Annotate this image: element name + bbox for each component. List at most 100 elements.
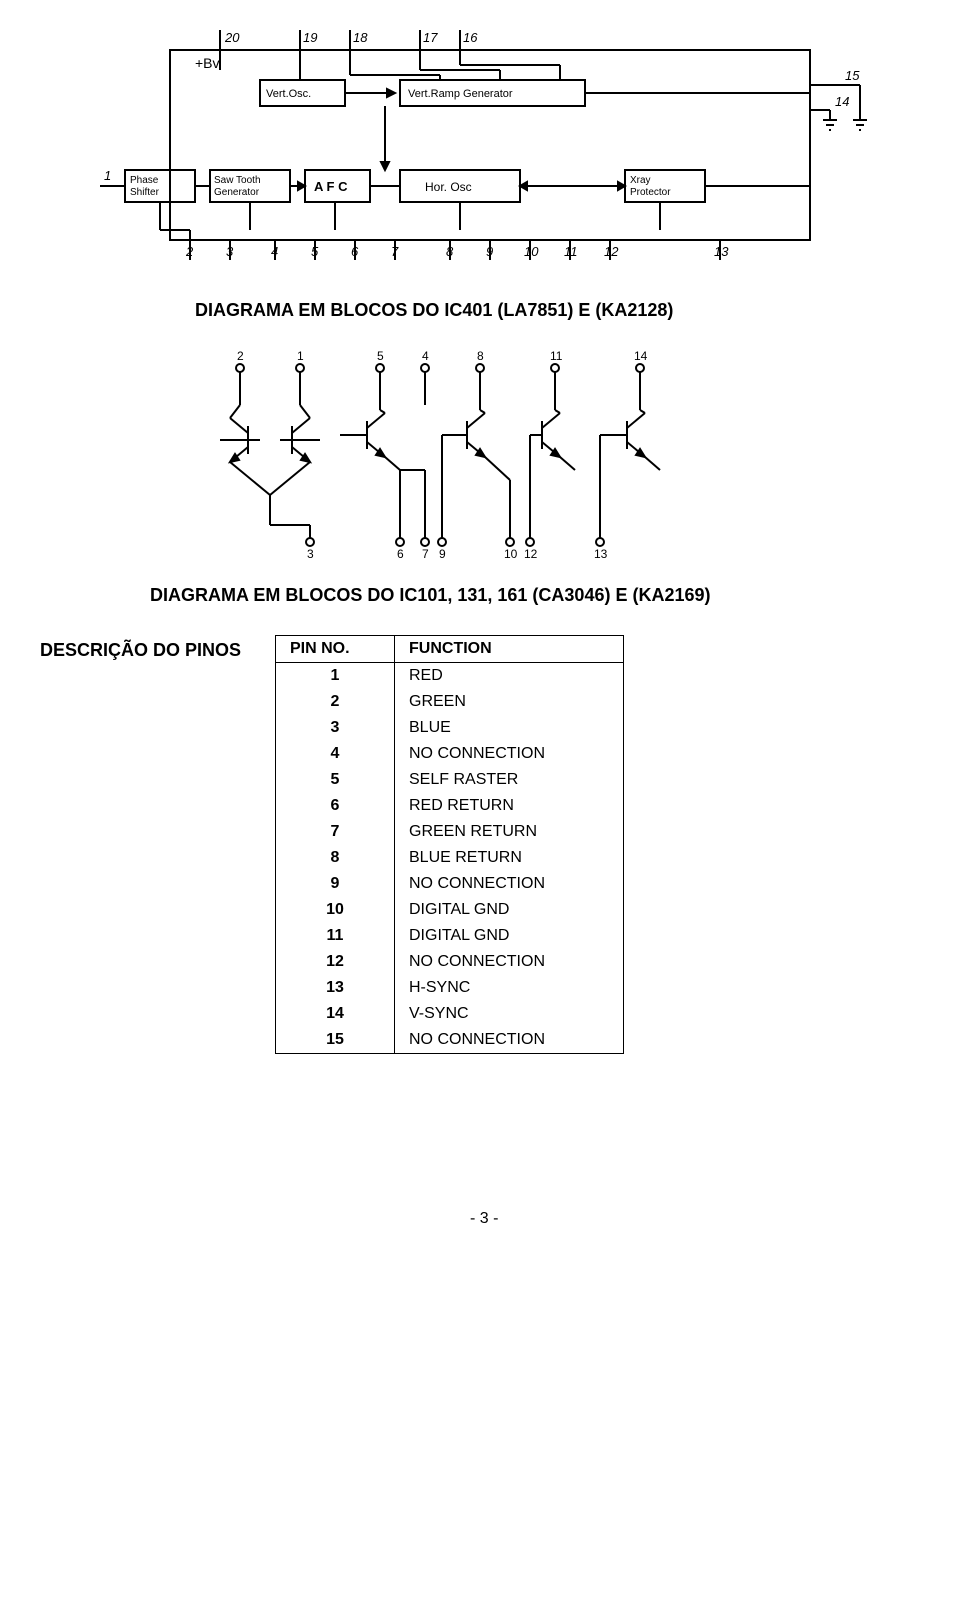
svg-text:+Bv: +Bv (195, 55, 220, 71)
svg-text:18: 18 (353, 30, 368, 45)
pin-number-cell: 7 (276, 819, 395, 845)
table-row: 4NO CONNECTION (276, 741, 624, 767)
pin-function-cell: NO CONNECTION (395, 871, 624, 897)
section-label-pinos: DESCRIÇÃO DO PINOS (40, 640, 241, 661)
table-row: 5SELF RASTER (276, 767, 624, 793)
svg-text:4: 4 (271, 244, 278, 259)
svg-text:14: 14 (835, 94, 849, 109)
svg-text:3: 3 (226, 244, 234, 259)
svg-text:1: 1 (297, 350, 304, 363)
svg-text:A F C: A F C (314, 179, 348, 194)
svg-text:5: 5 (377, 350, 384, 363)
pin-number-cell: 3 (276, 715, 395, 741)
svg-text:10: 10 (504, 547, 518, 560)
table-row: 10DIGITAL GND (276, 897, 624, 923)
pin-description-table: PIN NO. FUNCTION 1RED2GREEN3BLUE4NO CONN… (275, 635, 624, 1054)
svg-text:12: 12 (604, 244, 619, 259)
page: 20 19 18 17 16 15 14 +Bv Vert.Osc. Vert.… (0, 0, 972, 1601)
table-row: 8BLUE RETURN (276, 845, 624, 871)
svg-text:8: 8 (477, 350, 484, 363)
table-row: 14V-SYNC (276, 1001, 624, 1027)
svg-text:Protector: Protector (630, 187, 671, 198)
svg-text:3: 3 (307, 547, 314, 560)
pin-function-cell: NO CONNECTION (395, 741, 624, 767)
table-row: 1RED (276, 663, 624, 690)
table-row: 3BLUE (276, 715, 624, 741)
svg-text:4: 4 (422, 350, 429, 363)
svg-text:Vert.Osc.: Vert.Osc. (266, 88, 311, 100)
pin-number-cell: 9 (276, 871, 395, 897)
svg-text:Hor. Osc: Hor. Osc (425, 180, 472, 194)
svg-text:20: 20 (224, 30, 240, 45)
svg-text:7: 7 (391, 244, 399, 259)
pin-number-cell: 4 (276, 741, 395, 767)
svg-text:Vert.Ramp Generator: Vert.Ramp Generator (408, 88, 513, 100)
svg-text:11: 11 (564, 244, 578, 259)
svg-text:19: 19 (303, 30, 317, 45)
svg-text:10: 10 (524, 244, 539, 259)
svg-text:Phase: Phase (130, 175, 159, 186)
table-row: 9NO CONNECTION (276, 871, 624, 897)
svg-text:12: 12 (524, 547, 538, 560)
svg-text:15: 15 (845, 68, 860, 83)
pin-number-cell: 15 (276, 1027, 395, 1054)
svg-text:16: 16 (463, 30, 478, 45)
caption-diagram1: DIAGRAMA EM BLOCOS DO IC401 (LA7851) E (… (195, 300, 673, 321)
svg-text:9: 9 (486, 244, 493, 259)
svg-text:13: 13 (714, 244, 729, 259)
svg-text:17: 17 (423, 30, 438, 45)
table-header-pinno: PIN NO. (276, 636, 395, 663)
pin-number-cell: 11 (276, 923, 395, 949)
table-row: 6RED RETURN (276, 793, 624, 819)
pin-function-cell: DIGITAL GND (395, 923, 624, 949)
table-row: 7GREEN RETURN (276, 819, 624, 845)
svg-text:2: 2 (185, 244, 194, 259)
pin-function-cell: H-SYNC (395, 975, 624, 1001)
svg-text:8: 8 (446, 244, 454, 259)
pin-function-cell: NO CONNECTION (395, 1027, 624, 1054)
table-row: 12NO CONNECTION (276, 949, 624, 975)
svg-text:7: 7 (422, 547, 429, 560)
caption-diagram2: DIAGRAMA EM BLOCOS DO IC101, 131, 161 (C… (150, 585, 711, 606)
pin-number-cell: 12 (276, 949, 395, 975)
pin-function-cell: DIGITAL GND (395, 897, 624, 923)
pin-function-cell: RED (395, 663, 624, 690)
pin-number-cell: 13 (276, 975, 395, 1001)
svg-text:Shifter: Shifter (130, 187, 160, 198)
pin-function-cell: RED RETURN (395, 793, 624, 819)
pin-function-cell: BLUE RETURN (395, 845, 624, 871)
pin-number-cell: 8 (276, 845, 395, 871)
pin-function-cell: V-SYNC (395, 1001, 624, 1027)
svg-text:11: 11 (550, 350, 563, 363)
diagram-ic101: 2 1 3 5 (210, 350, 670, 560)
pin-number-cell: 10 (276, 897, 395, 923)
pin-function-cell: BLUE (395, 715, 624, 741)
svg-text:14: 14 (634, 350, 648, 363)
pin-number-cell: 1 (276, 663, 395, 690)
svg-text:Saw Tooth: Saw Tooth (214, 175, 261, 186)
svg-text:13: 13 (594, 547, 608, 560)
pin-function-cell: SELF RASTER (395, 767, 624, 793)
diagram-ic401: 20 19 18 17 16 15 14 +Bv Vert.Osc. Vert.… (100, 30, 880, 260)
pin-number-cell: 14 (276, 1001, 395, 1027)
svg-text:9: 9 (439, 547, 446, 560)
svg-text:Xray: Xray (630, 175, 651, 186)
pin-number-cell: 5 (276, 767, 395, 793)
svg-text:1: 1 (104, 168, 111, 183)
pin-number-cell: 2 (276, 689, 395, 715)
svg-text:Generator: Generator (214, 187, 260, 198)
page-number: - 3 - (470, 1210, 498, 1228)
table-header-function: FUNCTION (395, 636, 624, 663)
svg-text:2: 2 (237, 350, 244, 363)
svg-text:5: 5 (311, 244, 319, 259)
table-row: 2GREEN (276, 689, 624, 715)
pin-function-cell: NO CONNECTION (395, 949, 624, 975)
svg-text:6: 6 (351, 244, 359, 259)
svg-text:6: 6 (397, 547, 404, 560)
table-row: 13H-SYNC (276, 975, 624, 1001)
pin-function-cell: GREEN (395, 689, 624, 715)
pin-number-cell: 6 (276, 793, 395, 819)
table-row: 11DIGITAL GND (276, 923, 624, 949)
pin-function-cell: GREEN RETURN (395, 819, 624, 845)
table-row: 15NO CONNECTION (276, 1027, 624, 1054)
